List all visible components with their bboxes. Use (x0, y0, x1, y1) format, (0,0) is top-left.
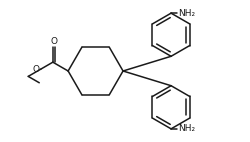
Text: O: O (32, 65, 39, 74)
Text: NH₂: NH₂ (178, 9, 195, 18)
Text: NH₂: NH₂ (178, 124, 195, 133)
Text: O: O (50, 37, 57, 46)
